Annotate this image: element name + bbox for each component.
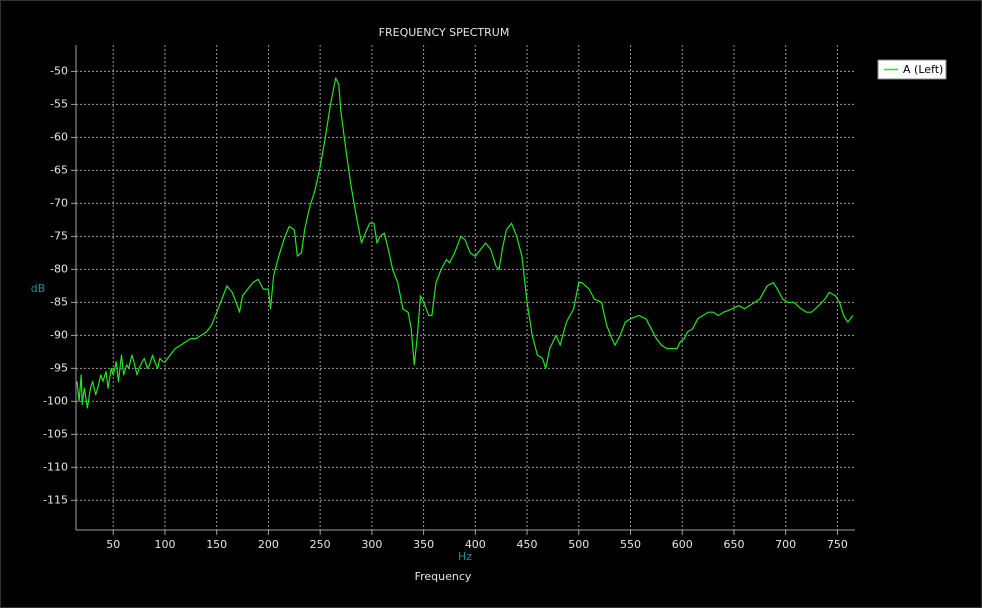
x-tick-label: 300 (361, 538, 382, 551)
legend-item: A (Left) (877, 59, 947, 80)
y-tick-label: -70 (50, 196, 68, 209)
x-tick-label: 200 (258, 538, 279, 551)
x-tick-label: 400 (465, 538, 486, 551)
legend-label: A (Left) (903, 63, 943, 76)
x-tick-label: 350 (413, 538, 434, 551)
y-tick-label: -85 (50, 295, 68, 308)
y-tick-label: -90 (50, 328, 68, 341)
y-tick-label: -80 (50, 262, 68, 275)
x-tick-label: 150 (206, 538, 227, 551)
y-tick-label: -55 (50, 97, 68, 110)
x-tick-label: 100 (154, 538, 175, 551)
x-tick-label: 750 (827, 538, 848, 551)
x-tick-label: 550 (620, 538, 641, 551)
x-tick-label: 250 (310, 538, 331, 551)
y-tick-label: -115 (43, 493, 68, 506)
x-axis-label: Frequency (415, 570, 472, 583)
y-tick-label: -65 (50, 163, 68, 176)
x-tick-label: 50 (106, 538, 120, 551)
y-tick-label: -105 (43, 427, 68, 440)
y-tick-label: -60 (50, 130, 68, 143)
legend-box (877, 59, 947, 80)
y-tick-label: -75 (50, 229, 68, 242)
x-tick-label: 600 (672, 538, 693, 551)
x-tick-label: 700 (775, 538, 796, 551)
x-tick-label: 450 (517, 538, 538, 551)
x-tick-label: 500 (568, 538, 589, 551)
x-axis-unit: Hz (458, 550, 472, 563)
chart-title: FREQUENCY SPECTRUM (379, 26, 510, 39)
y-axis-label: dB (31, 282, 46, 295)
y-tick-label: -100 (43, 394, 68, 407)
y-tick-label: -50 (50, 64, 68, 77)
series-line (76, 77, 854, 409)
y-tick-label: -110 (43, 460, 68, 473)
y-tick-label: -95 (50, 361, 68, 374)
x-tick-label: 650 (723, 538, 744, 551)
